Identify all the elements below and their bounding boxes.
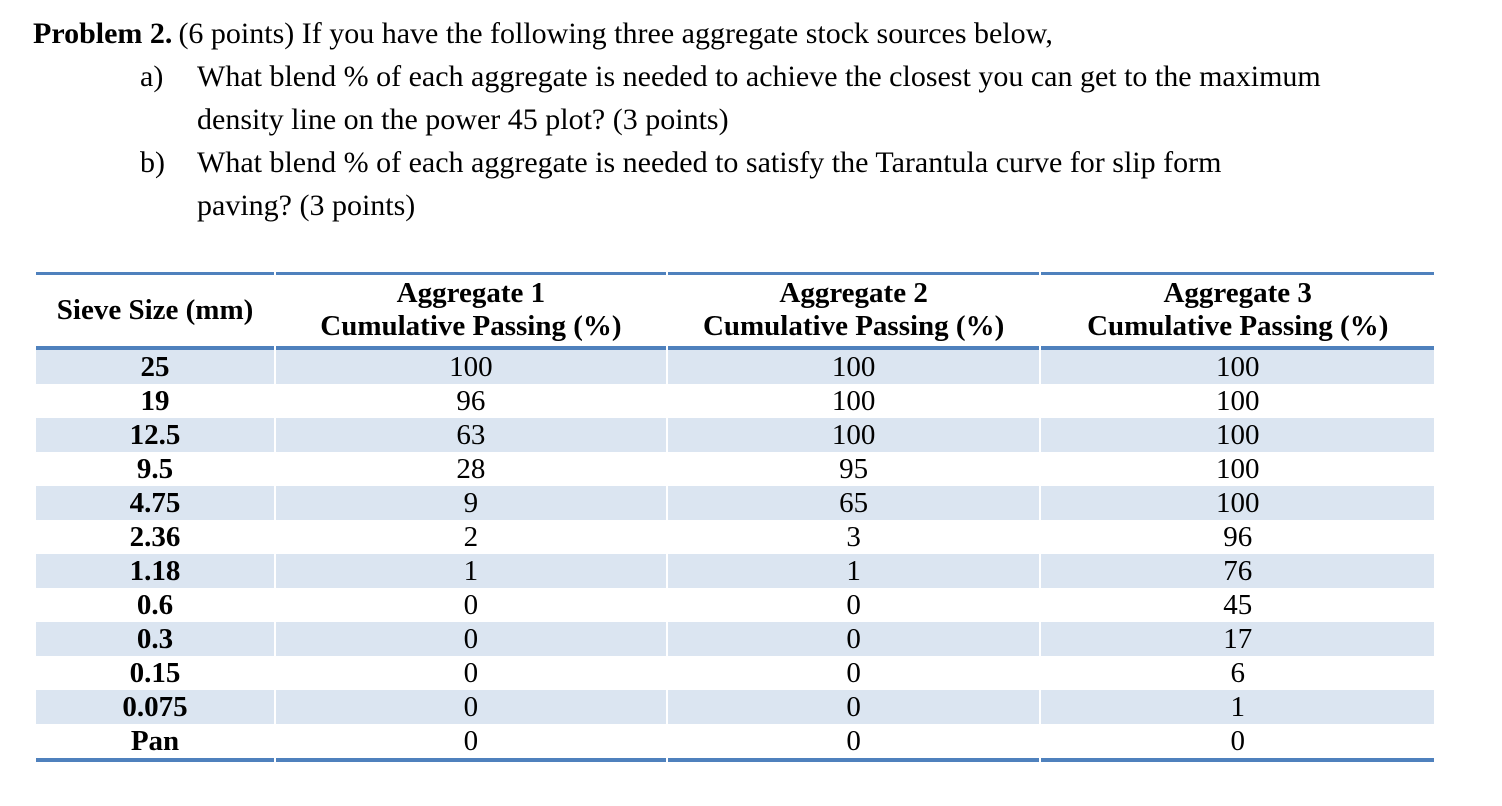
cell-sieve-size: 2.36	[129, 521, 181, 553]
table-row: 4.75 9 65 100	[36, 486, 1434, 520]
cell-aggregate-2-passing: 1	[667, 554, 1040, 588]
part-b-text: What blend % of each aggregate is needed…	[197, 141, 1472, 227]
table-row: 25 100 100 100	[36, 350, 1434, 384]
cell-aggregate-2-passing: 100	[831, 385, 876, 417]
part-a-text: What blend % of each aggregate is needed…	[197, 55, 1472, 141]
table-row: 0.075 0 0 1	[36, 690, 1434, 724]
part-b-line-2: paving? (3 points)	[197, 189, 416, 222]
header-aggregate-3: Aggregate 3 Cumulative Passing (%)	[1041, 272, 1434, 350]
cell-sieve-size: 0.3	[36, 622, 275, 656]
table-row: 1.18 1 1 76	[36, 554, 1434, 588]
cell-aggregate-2-passing: 95	[839, 453, 869, 485]
header-aggregate-1: Aggregate 1 Cumulative Passing (%)	[276, 272, 666, 350]
table-row: 2.36 2 3 96	[36, 520, 1434, 554]
cell-sieve-size: 25	[36, 350, 275, 384]
problem-statement: Problem 2. (6 points) If you have the fol…	[33, 12, 1472, 55]
cell-aggregate-3-passing: 96	[1223, 521, 1253, 553]
table-row: 12.5 63 100 100	[36, 418, 1434, 452]
cell-aggregate-2-passing: 100	[667, 350, 1040, 384]
table-row: 19 96 100 100	[36, 384, 1434, 418]
cell-aggregate-1-passing: 0	[276, 724, 666, 762]
cell-aggregate-3-passing: 45	[1223, 589, 1253, 621]
table-body: 25 100 100 100 19 96 100 100 12.5 63 100 100 9.5 28 95…	[36, 350, 1434, 762]
header-aggregate-3-title: Aggregate 3	[1163, 277, 1312, 309]
cell-aggregate-3-passing: 100	[1041, 486, 1434, 520]
problem-number: Problem 2.	[33, 17, 173, 50]
part-a-marker: a)	[140, 60, 164, 93]
cell-aggregate-2-passing: 3	[846, 521, 861, 553]
cell-aggregate-2-passing: 100	[667, 418, 1040, 452]
cell-aggregate-3-passing: 0	[1041, 724, 1434, 762]
cell-aggregate-3-passing: 100	[1041, 350, 1434, 384]
header-aggregate-2: Aggregate 2 Cumulative Passing (%)	[667, 272, 1040, 350]
cell-aggregate-3-passing: 1	[1041, 690, 1434, 724]
part-a-line-1: What blend % of each aggregate is needed…	[197, 60, 1321, 93]
part-a: a) What blend % of each aggregate is nee…	[33, 55, 1472, 141]
table-row: 0.15 0 0 6	[36, 656, 1434, 690]
cell-aggregate-1-passing: 0	[463, 657, 479, 689]
part-b-line-1: What blend % of each aggregate is needed…	[197, 146, 1222, 179]
cell-aggregate-3-passing: 76	[1041, 554, 1434, 588]
cell-aggregate-1-passing: 28	[456, 453, 486, 485]
header-aggregate-2-title: Aggregate 2	[779, 277, 928, 309]
table-header: Sieve Size (mm) Aggregate 1 Cumulative P…	[36, 272, 1434, 350]
problem-parts: a) What blend % of each aggregate is nee…	[33, 55, 1472, 227]
cell-aggregate-1-passing: 2	[463, 521, 479, 553]
header-sieve-size-label: Sieve Size (mm)	[56, 293, 254, 326]
header-aggregate-1-title: Aggregate 1	[396, 277, 546, 309]
cell-aggregate-2-passing: 65	[667, 486, 1040, 520]
problem-intro: (6 points) If you have the following thr…	[178, 17, 1053, 50]
cell-aggregate-1-passing: 96	[456, 385, 486, 417]
table-row: Pan 0 0 0	[36, 724, 1434, 762]
cell-aggregate-1-passing: 0	[276, 690, 666, 724]
cell-aggregate-2-passing: 0	[667, 724, 1040, 762]
table-header-row: Sieve Size (mm) Aggregate 1 Cumulative P…	[36, 272, 1434, 350]
cell-sieve-size: Pan	[36, 724, 275, 762]
cell-aggregate-1-passing: 1	[276, 554, 666, 588]
cell-aggregate-3-passing: 100	[1215, 385, 1260, 417]
header-aggregate-3-subtitle: Cumulative Passing (%)	[1087, 310, 1389, 342]
part-a-line-2: density line on the power 45 plot? (3 po…	[197, 103, 729, 136]
header-aggregate-2-subtitle: Cumulative Passing (%)	[702, 310, 1005, 342]
document: Problem 2. (6 points) If you have the fol…	[33, 12, 1472, 762]
sieve-gradation-table: Sieve Size (mm) Aggregate 1 Cumulative P…	[34, 272, 1436, 762]
cell-sieve-size: 0.6	[136, 589, 174, 621]
cell-aggregate-1-passing: 0	[276, 622, 666, 656]
cell-sieve-size: 0.15	[129, 657, 181, 689]
cell-aggregate-3-passing: 6	[1230, 657, 1245, 689]
part-b: b) What blend % of each aggregate is nee…	[33, 141, 1472, 227]
cell-aggregate-2-passing: 0	[846, 589, 861, 621]
cell-aggregate-2-passing: 0	[667, 622, 1040, 656]
cell-sieve-size: 12.5	[36, 418, 275, 452]
header-aggregate-1-subtitle: Cumulative Passing (%)	[320, 310, 622, 342]
cell-sieve-size: 9.5	[136, 453, 174, 485]
cell-sieve-size: 19	[140, 385, 170, 417]
cell-aggregate-2-passing: 0	[667, 690, 1040, 724]
cell-aggregate-3-passing: 100	[1215, 453, 1260, 485]
cell-sieve-size: 1.18	[36, 554, 275, 588]
cell-aggregate-1-passing: 63	[276, 418, 666, 452]
cell-aggregate-1-passing: 100	[276, 350, 666, 384]
table-row: 0.6 0 0 45	[36, 588, 1434, 622]
header-sieve-size: Sieve Size (mm)	[36, 272, 275, 350]
cell-aggregate-3-passing: 17	[1041, 622, 1434, 656]
cell-aggregate-1-passing: 9	[276, 486, 666, 520]
cell-aggregate-3-passing: 100	[1041, 418, 1434, 452]
cell-aggregate-2-passing: 0	[846, 657, 861, 689]
cell-aggregate-1-passing: 0	[463, 589, 479, 621]
cell-sieve-size: 4.75	[36, 486, 275, 520]
part-b-marker: b)	[140, 146, 165, 179]
table-row: 0.3 0 0 17	[36, 622, 1434, 656]
cell-sieve-size: 0.075	[36, 690, 275, 724]
table-row: 9.5 28 95 100	[36, 452, 1434, 486]
